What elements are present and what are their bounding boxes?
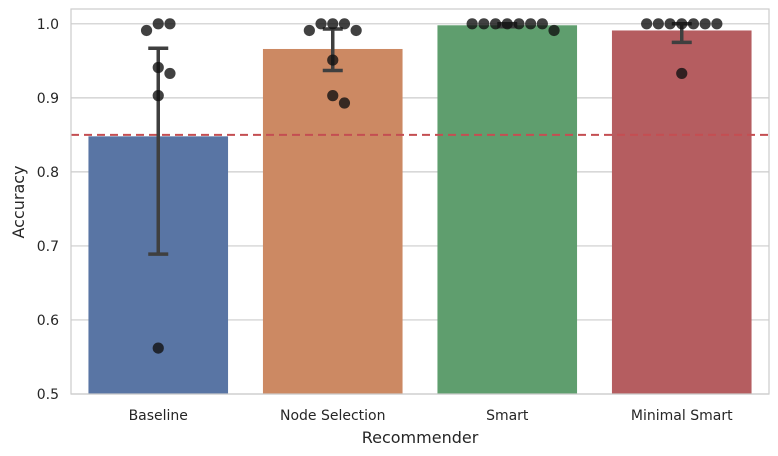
x-tick-label: Minimal Smart	[631, 408, 733, 424]
bar-minimal-smart	[611, 30, 752, 394]
data-point	[699, 18, 711, 30]
data-point	[711, 18, 723, 30]
data-point	[152, 18, 164, 30]
data-point	[140, 24, 153, 37]
y-tick-label: 0.9	[37, 91, 59, 107]
bar-smart	[437, 25, 578, 395]
data-point	[327, 90, 339, 102]
x-axis-label: Recommender	[362, 428, 479, 447]
data-point	[152, 61, 164, 74]
data-point	[327, 18, 339, 30]
data-point	[478, 18, 490, 30]
data-point	[338, 18, 351, 30]
y-tick-labels: 0.5 0.6 0.7 0.8 0.9 1.0	[37, 17, 59, 403]
data-point	[501, 18, 513, 30]
data-point	[338, 97, 351, 109]
y-axis-label: Accuracy	[9, 165, 28, 238]
data-point	[525, 18, 537, 30]
data-point	[164, 67, 176, 80]
data-points	[140, 18, 723, 354]
bar-node-selection	[262, 48, 403, 394]
data-point	[315, 18, 327, 30]
x-tick-label: Node Selection	[280, 408, 386, 424]
data-point	[164, 18, 176, 30]
data-point	[676, 18, 688, 30]
data-point	[641, 18, 653, 30]
y-tick-label: 1.0	[37, 17, 59, 33]
data-point	[652, 18, 664, 30]
data-point	[676, 67, 688, 80]
data-point	[350, 24, 362, 37]
data-point	[536, 18, 548, 30]
y-tick-label: 0.6	[37, 313, 59, 329]
y-tick-label: 0.5	[37, 387, 59, 403]
data-point	[664, 18, 676, 30]
x-tick-label: Smart	[486, 408, 529, 424]
data-point	[466, 18, 478, 30]
data-point	[152, 90, 164, 102]
y-tick-label: 0.8	[37, 165, 59, 181]
data-point	[513, 18, 525, 30]
data-point	[548, 24, 560, 37]
x-tick-label: Baseline	[129, 408, 188, 424]
plot-frame	[70, 8, 770, 395]
data-point	[152, 342, 164, 354]
data-point	[303, 24, 315, 37]
x-tick-labels: Baseline Node Selection Smart Minimal Smart	[129, 408, 734, 424]
data-point	[687, 18, 700, 30]
data-point	[327, 54, 339, 66]
data-point	[489, 18, 502, 30]
y-tick-label: 0.7	[37, 239, 59, 255]
